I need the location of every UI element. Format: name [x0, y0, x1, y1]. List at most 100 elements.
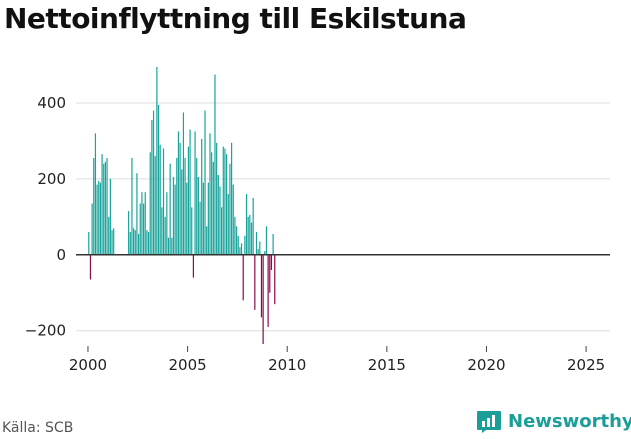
bar: [177, 131, 180, 255]
bar: [109, 178, 111, 255]
bar: [270, 254, 273, 270]
bar: [199, 201, 201, 255]
bar: [237, 235, 239, 255]
bar: [212, 161, 214, 255]
bar: [139, 203, 141, 255]
x-tick-label: 2010: [268, 356, 306, 374]
bar: [157, 104, 160, 255]
bar: [264, 251, 266, 255]
bar: [151, 120, 153, 255]
bar: [93, 158, 95, 255]
gridlines: [76, 102, 610, 332]
bar: [244, 235, 246, 255]
bar: [272, 233, 274, 255]
bars: [88, 66, 276, 344]
bar: [108, 216, 110, 255]
bar: [172, 176, 175, 255]
bar: [221, 207, 223, 255]
bar: [156, 66, 158, 255]
bar: [187, 146, 190, 255]
bar: [269, 254, 271, 293]
bar: [181, 169, 183, 255]
bar: [242, 254, 244, 301]
y-tick-label: 400: [37, 94, 66, 112]
bar-chart: −200 0 200 400 2000 2005 2010 2015 2020 2025: [25, 66, 610, 374]
x-tick-label: 2005: [168, 356, 206, 374]
bar: [191, 207, 193, 255]
bar: [216, 142, 218, 255]
bar: [209, 133, 211, 255]
bar: [131, 158, 133, 255]
bar: [174, 184, 176, 255]
bar: [164, 216, 166, 255]
bar: [167, 237, 170, 255]
bar: [197, 176, 199, 255]
bar: [111, 230, 113, 255]
bar: [196, 158, 198, 255]
bar: [166, 192, 168, 255]
bar: [202, 182, 204, 255]
bar: [128, 211, 130, 255]
bar: [247, 216, 249, 255]
bar: [267, 254, 269, 327]
bar: [229, 163, 231, 255]
axes: −200 0 200 400 2000 2005 2010 2015 2020 2025: [25, 94, 610, 374]
brand-name: Newsworthy: [508, 410, 631, 432]
bar: [179, 142, 181, 255]
bar: [182, 112, 185, 255]
bar: [94, 133, 97, 255]
bar: [219, 186, 221, 255]
source-credit: Källa: SCB: [2, 420, 74, 436]
bar: [239, 247, 241, 255]
bar: [265, 226, 268, 255]
bar: [260, 254, 263, 318]
bar: [211, 152, 213, 255]
bar: [89, 254, 92, 280]
bar: [103, 163, 105, 255]
bar: [96, 184, 98, 255]
bar: [146, 230, 148, 255]
bar: [88, 232, 90, 255]
bar: [101, 154, 103, 255]
bar: [234, 216, 236, 255]
bar: [189, 129, 191, 255]
bar: [252, 197, 254, 255]
bar: [204, 110, 206, 255]
y-tick-label: 200: [37, 170, 66, 188]
bar: [147, 232, 150, 255]
bar: [240, 243, 243, 255]
bar: [194, 131, 196, 255]
bar: [134, 230, 136, 255]
bar: [249, 214, 251, 255]
bar: [98, 180, 100, 255]
bar: [138, 233, 140, 255]
x-tick-label: 2015: [368, 356, 406, 374]
bar: [232, 184, 234, 255]
chart-title: Nettoinflyttning till Eskilstuna: [4, 2, 467, 35]
bar: [230, 142, 233, 255]
bar: [222, 146, 224, 255]
bar: [255, 232, 258, 255]
bar: [192, 254, 194, 278]
bar: [235, 226, 238, 255]
bar: [141, 192, 143, 255]
bar: [257, 249, 259, 255]
bar: [250, 222, 253, 255]
bar: [152, 110, 155, 255]
bar: [133, 228, 135, 255]
bar: [254, 254, 256, 310]
bar: [161, 207, 163, 255]
bar: [207, 182, 209, 255]
bar: [149, 152, 151, 255]
bar: [106, 158, 108, 255]
bar: [129, 232, 131, 255]
bar: [144, 192, 146, 255]
x-tick-label: 2025: [567, 356, 605, 374]
bar: [176, 158, 178, 255]
bar: [159, 144, 161, 255]
y-tick-label: 0: [56, 246, 66, 264]
bar: [224, 148, 226, 255]
bar: [171, 237, 173, 255]
bar: [245, 194, 248, 255]
bar: [186, 182, 188, 255]
